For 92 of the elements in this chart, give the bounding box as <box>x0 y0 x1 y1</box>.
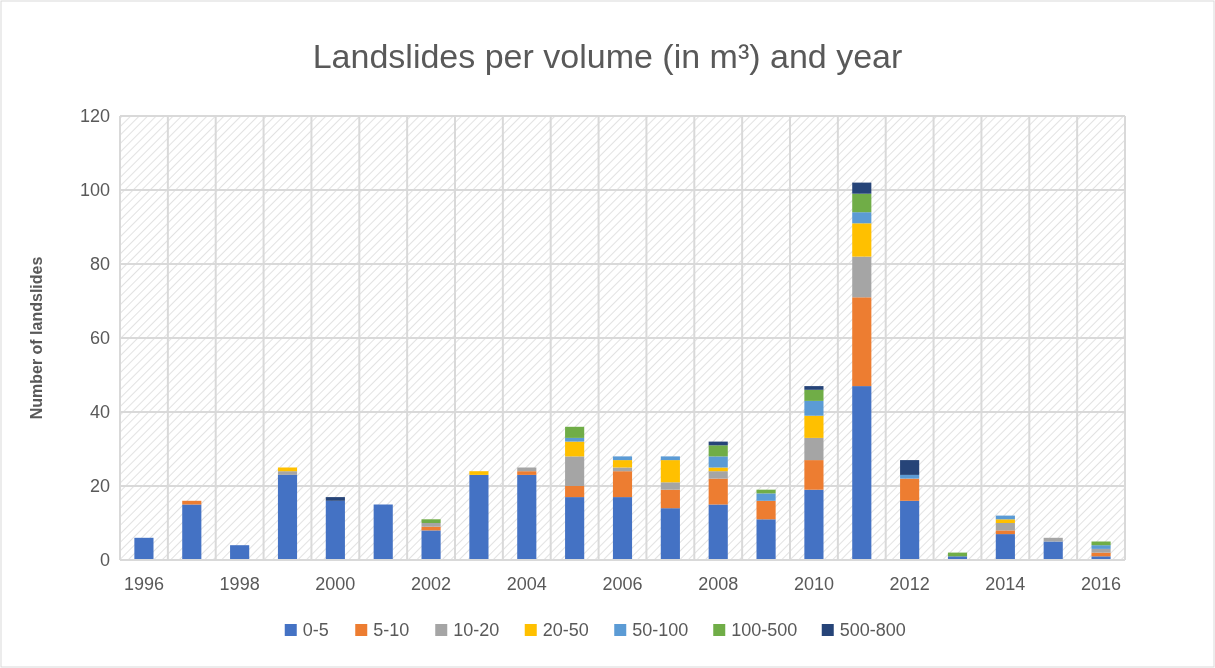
bar <box>995 519 1015 523</box>
bar <box>182 500 202 505</box>
bar <box>852 193 872 213</box>
bar <box>612 471 633 498</box>
bar <box>995 530 1015 535</box>
bar <box>277 471 298 475</box>
bar <box>756 493 776 501</box>
x-tick-label: 2010 <box>793 574 834 594</box>
bar <box>565 456 585 486</box>
bar <box>373 504 393 560</box>
bar <box>565 486 585 498</box>
y-tick-label: 100 <box>79 180 110 201</box>
bar <box>1091 548 1111 553</box>
x-tick-label: 2016 <box>1081 574 1122 594</box>
bar <box>852 182 872 194</box>
legend-label: 500-800 <box>839 620 906 641</box>
legend-label: 0-5 <box>302 620 329 641</box>
bar <box>660 489 680 509</box>
bar <box>182 504 202 560</box>
bar <box>565 497 585 560</box>
x-tick-label: 2008 <box>698 574 739 594</box>
bar <box>469 474 489 560</box>
y-tick-label: 0 <box>99 550 110 571</box>
y-tick-label: 40 <box>89 402 110 423</box>
bar <box>325 500 345 560</box>
x-tick-label: 2006 <box>602 574 643 594</box>
x-tick-label: 2012 <box>889 574 930 594</box>
bar <box>852 256 872 298</box>
bar <box>804 386 824 390</box>
bar <box>995 534 1015 560</box>
bar <box>1043 537 1063 542</box>
bar <box>565 426 585 438</box>
bar <box>421 519 441 523</box>
bar <box>804 489 824 560</box>
bar <box>852 223 872 257</box>
bar <box>469 471 489 475</box>
bar <box>852 297 872 387</box>
bar <box>612 456 633 461</box>
x-tick-label: 1996 <box>123 574 164 594</box>
bar <box>134 537 154 560</box>
legend-label: 10-20 <box>453 620 500 641</box>
x-tick-label: 2004 <box>506 574 547 594</box>
legend-label: 20-50 <box>542 620 589 641</box>
bar <box>660 460 680 483</box>
bar <box>804 437 824 461</box>
bar <box>660 456 680 461</box>
bar <box>325 497 345 501</box>
legend-label: 5-10 <box>373 620 410 641</box>
x-tick-label: 1998 <box>219 574 260 594</box>
y-tick-label: 20 <box>89 476 110 497</box>
bar <box>708 456 728 468</box>
x-tick-label: 2002 <box>411 574 452 594</box>
bar <box>900 474 920 479</box>
bar <box>804 389 824 401</box>
y-tick-label: 80 <box>89 254 110 275</box>
bar <box>517 471 537 475</box>
y-tick-label: 60 <box>89 328 110 349</box>
y-tick-label: 120 <box>79 106 110 127</box>
y-axis-title: Number of landslides <box>28 256 45 420</box>
bar <box>421 530 441 560</box>
bar <box>804 415 824 438</box>
bar <box>517 474 537 560</box>
bar <box>708 445 728 457</box>
bar <box>900 478 920 501</box>
bar <box>660 508 680 560</box>
bar <box>1043 541 1063 560</box>
bar <box>852 212 872 224</box>
bar <box>756 500 776 520</box>
bar <box>708 478 728 505</box>
bar <box>565 437 585 442</box>
legend-label: 100-500 <box>731 620 798 641</box>
bar <box>1091 545 1111 549</box>
bar <box>230 545 250 560</box>
bar <box>708 504 728 560</box>
bar <box>756 519 776 560</box>
bar <box>660 482 680 490</box>
bar <box>612 460 633 468</box>
bar <box>421 523 441 527</box>
bar <box>852 386 872 560</box>
bar <box>565 441 585 457</box>
chart-title: Landslides per volume (in m³) and year <box>312 37 903 75</box>
bar <box>900 500 920 560</box>
legend-label: 50-100 <box>632 620 689 641</box>
bar <box>900 460 920 475</box>
x-tick-label: 2014 <box>985 574 1026 594</box>
bar <box>708 471 728 479</box>
bar <box>612 497 633 560</box>
bar <box>804 400 824 416</box>
bar <box>995 523 1015 531</box>
x-tick-label: 2000 <box>315 574 356 594</box>
bar <box>804 460 824 490</box>
bar <box>277 474 298 560</box>
